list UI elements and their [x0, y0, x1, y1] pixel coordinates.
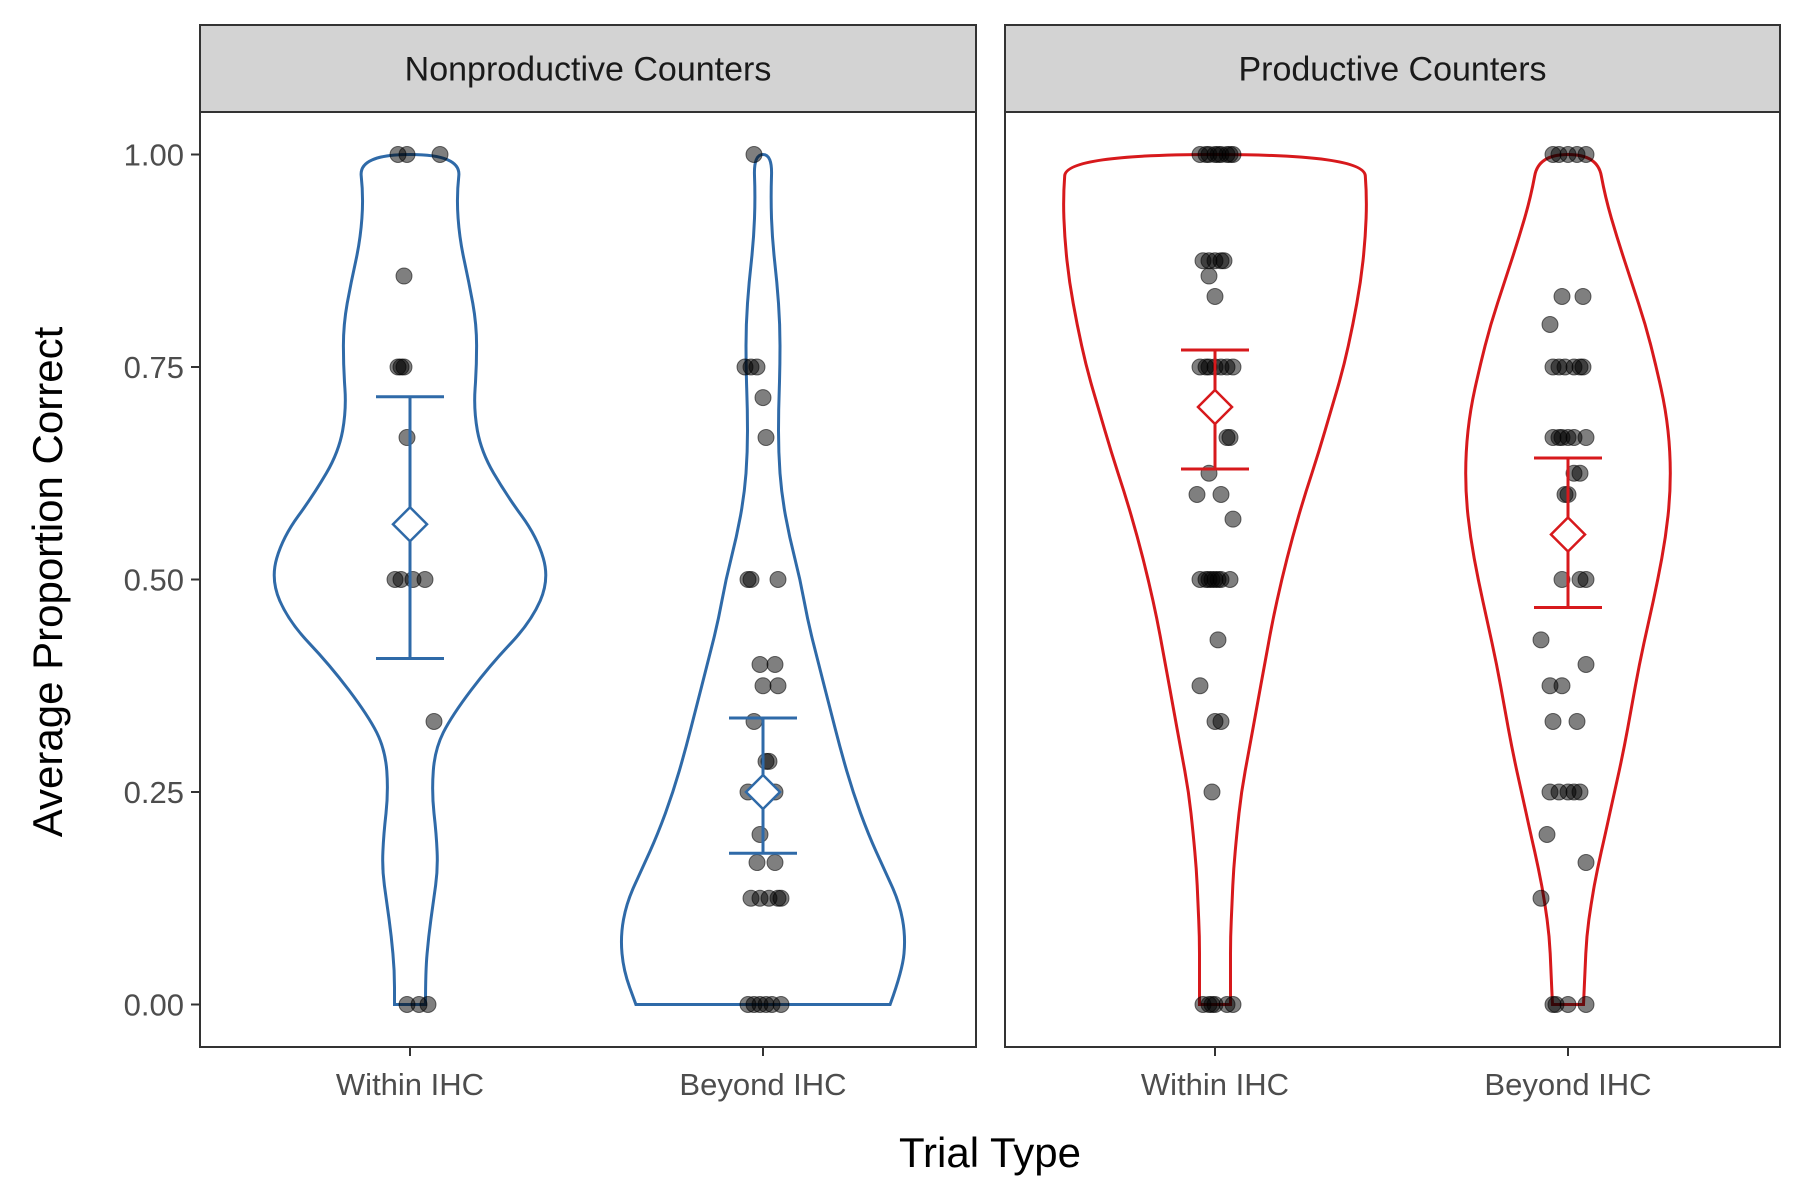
data-point [754, 677, 772, 695]
data-point [769, 571, 787, 588]
x-tick-label: Within IHC [1141, 1067, 1289, 1102]
x-tick-label: Beyond IHC [1484, 1067, 1651, 1102]
data-point [386, 571, 404, 588]
data-point [766, 854, 784, 872]
data-point [748, 854, 766, 872]
mean-marker [391, 505, 429, 544]
data-point [1538, 826, 1556, 843]
facet-panel: Productive Counters Within IHC Beyond IHC [1004, 24, 1781, 1102]
data-point [1577, 429, 1595, 447]
data-point [1224, 510, 1242, 528]
facet-panels: Nonproductive Counters 0.00 0.25 0.50 0.75 1.… [124, 24, 1781, 1102]
y-tick-label: 0.25 [124, 775, 184, 810]
data-point [398, 429, 416, 447]
data-point [1532, 889, 1550, 907]
data-point [1191, 677, 1209, 695]
data-point [1574, 287, 1592, 305]
data-point [1215, 252, 1233, 270]
panel-border [199, 111, 977, 1048]
facet-strip-label: Nonproductive Counters [405, 51, 772, 89]
facet-panel: Nonproductive Counters 0.00 0.25 0.50 0.75 1.… [124, 24, 977, 1102]
data-point [757, 429, 775, 447]
data-point [751, 826, 769, 843]
data-point [742, 571, 760, 588]
data-point [745, 146, 763, 163]
data-point [1221, 571, 1239, 588]
data-point [1553, 571, 1571, 588]
data-point [760, 752, 778, 770]
data-point [745, 712, 763, 730]
data-point [395, 267, 413, 285]
violin-outline [619, 152, 907, 1006]
data-point [1212, 486, 1230, 503]
y-tick-label: 1.00 [124, 138, 184, 173]
mean-marker [1196, 388, 1234, 426]
data-point [1206, 287, 1224, 305]
data-point [1571, 464, 1589, 482]
data-point [754, 389, 772, 407]
y-tick-label: 0.00 [124, 988, 184, 1023]
data-point [1203, 783, 1221, 801]
data-point [1577, 996, 1595, 1013]
data-point [392, 358, 410, 376]
mean-marker [1549, 515, 1587, 554]
data-point [736, 358, 754, 376]
x-tick-label: Within IHC [336, 1067, 484, 1102]
facet-strip-label: Productive Counters [1238, 51, 1546, 89]
data-point [1212, 712, 1230, 730]
panel-border [1004, 111, 1781, 1048]
data-point [1577, 854, 1595, 872]
data-point [1577, 571, 1595, 588]
data-point [419, 996, 437, 1013]
data-point [1188, 486, 1206, 503]
data-point [772, 889, 790, 907]
data-point [772, 996, 790, 1013]
y-tick-label: 0.50 [124, 563, 184, 598]
data-point [1577, 146, 1595, 163]
data-point [1224, 146, 1242, 163]
facet-strip [199, 24, 977, 113]
data-point [1553, 287, 1571, 305]
data-point [751, 656, 769, 673]
x-tick-label: Beyond IHC [679, 1067, 846, 1102]
data-point [1209, 631, 1227, 649]
data-point [425, 712, 443, 730]
data-point [769, 677, 787, 695]
y-axis-title: Average Proportion Correct [24, 326, 71, 837]
data-point [1541, 316, 1559, 333]
data-point [1571, 783, 1589, 801]
data-point [1553, 677, 1571, 695]
x-axis-title: Trial Type [899, 1129, 1081, 1176]
mean-marker [744, 773, 782, 811]
data-point [1532, 631, 1550, 649]
data-point [1221, 429, 1239, 447]
data-point [766, 656, 784, 673]
data-point [416, 571, 434, 588]
data-point [1568, 712, 1586, 730]
data-point [1577, 656, 1595, 673]
facet-strip [1004, 24, 1781, 113]
data-point [1544, 712, 1562, 730]
data-point [431, 146, 449, 163]
data-point [1224, 358, 1242, 376]
data-point [1200, 267, 1218, 285]
data-point [1224, 996, 1242, 1013]
data-point [389, 146, 407, 163]
y-tick-label: 0.75 [124, 350, 184, 385]
data-point [1574, 358, 1592, 376]
data-point [1559, 996, 1577, 1013]
